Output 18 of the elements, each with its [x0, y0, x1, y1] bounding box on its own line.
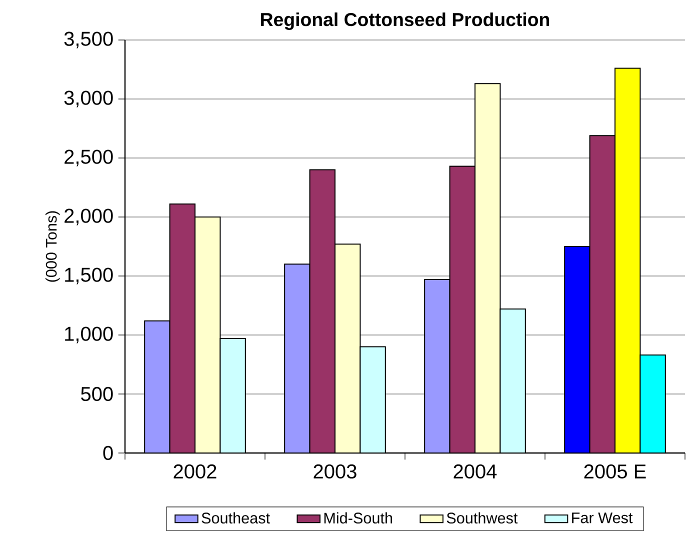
y-tick-label: 500	[81, 386, 113, 402]
y-tick-label: 0	[103, 446, 113, 460]
legend-label: Southeast	[202, 512, 270, 524]
x-tick-label: 2005 E	[584, 464, 646, 479]
x-tick-label: 2003	[314, 464, 356, 479]
y-tick-label: 1,000	[65, 326, 113, 344]
y-tick-label: 3,000	[64, 90, 113, 108]
chart-title: Regional Cottonseed Production	[261, 12, 550, 30]
y-tick-label: 1,500	[65, 268, 113, 284]
x-tick-label: 2002	[174, 464, 216, 479]
legend-label: Southwest	[446, 512, 518, 524]
y-tick-label: 2,500	[64, 150, 113, 166]
y-tick-label: 3,500	[64, 32, 113, 48]
legend-label: Far West	[572, 512, 633, 524]
legend-label: Mid-South	[324, 512, 392, 524]
y-axis-title: (000 Tons)	[45, 211, 60, 282]
x-tick-label: 2004	[454, 464, 497, 479]
y-tick-label: 2,000	[64, 208, 113, 226]
